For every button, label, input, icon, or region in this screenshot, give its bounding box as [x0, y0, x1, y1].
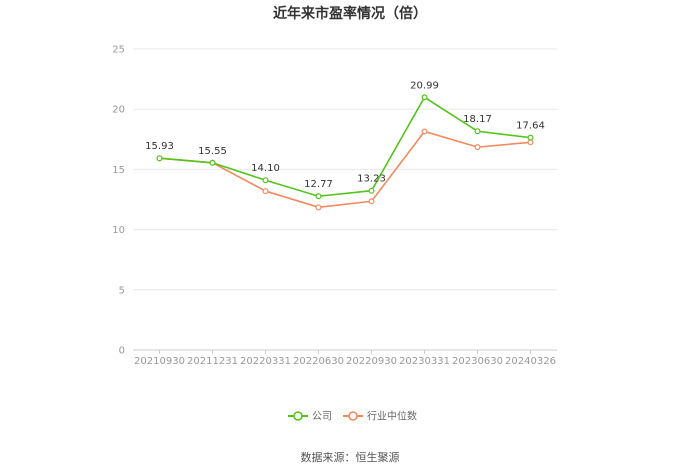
x-axis-ticks: 20210930 20211231 20220331 20220630 20220930… — [134, 350, 556, 367]
data-point — [209, 159, 216, 166]
data-point — [421, 94, 428, 101]
legend-label: 公司 — [312, 412, 332, 423]
legend-marker — [348, 411, 358, 421]
legend-label: 行业中位数 — [367, 410, 417, 423]
series-line — [159, 130, 531, 209]
data-label: 14.10 — [251, 163, 280, 174]
data-point — [262, 177, 269, 184]
data-label: 18.17 — [463, 114, 492, 125]
y-tick-label: 0 — [119, 346, 125, 357]
data-labels: 15.93 15.55 14.10 12.77 13.23 20.99 18.17 17.64 — [145, 80, 545, 190]
x-tick-label: 20240326 — [505, 356, 556, 367]
x-tick-label: 20220630 — [293, 356, 344, 367]
chart-title: 近年来市盈率情况（倍） — [273, 5, 427, 22]
data-label: 15.55 — [198, 146, 227, 157]
series-line — [159, 96, 531, 198]
legend: 公司 行业中位数 — [288, 410, 417, 423]
y-axis-ticks: 0 5 10 15 20 25 — [112, 45, 125, 357]
data-point — [315, 204, 322, 211]
data-point — [156, 155, 163, 162]
x-tick-label: 20220930 — [346, 356, 397, 367]
data-point — [315, 193, 322, 200]
x-tick-label: 20230630 — [452, 356, 503, 367]
legend-marker — [293, 411, 303, 421]
y-tick-label: 25 — [112, 45, 125, 56]
data-label: 12.77 — [304, 179, 333, 190]
data-point — [527, 134, 534, 141]
data-point — [368, 187, 375, 194]
data-label: 13.23 — [357, 174, 386, 185]
data-point — [474, 144, 481, 151]
source-note: 数据来源：恒生聚源 — [301, 450, 400, 464]
x-tick-label: 20211231 — [187, 356, 238, 367]
x-tick-label: 20220331 — [240, 356, 291, 367]
series-lines — [156, 94, 534, 211]
data-point — [474, 128, 481, 135]
y-tick-label: 10 — [112, 225, 125, 236]
data-point — [262, 188, 269, 195]
data-label: 20.99 — [410, 80, 439, 91]
x-tick-label: 20230331 — [399, 356, 450, 367]
y-tick-label: 20 — [112, 105, 125, 116]
data-point — [368, 198, 375, 205]
data-label: 17.64 — [516, 121, 545, 132]
y-tick-label: 15 — [112, 165, 125, 176]
grid-lines — [133, 48, 557, 351]
data-point — [527, 139, 534, 146]
data-point — [421, 128, 428, 135]
y-tick-label: 5 — [119, 285, 125, 296]
data-label: 15.93 — [145, 141, 174, 152]
x-tick-label: 20210930 — [134, 356, 185, 367]
